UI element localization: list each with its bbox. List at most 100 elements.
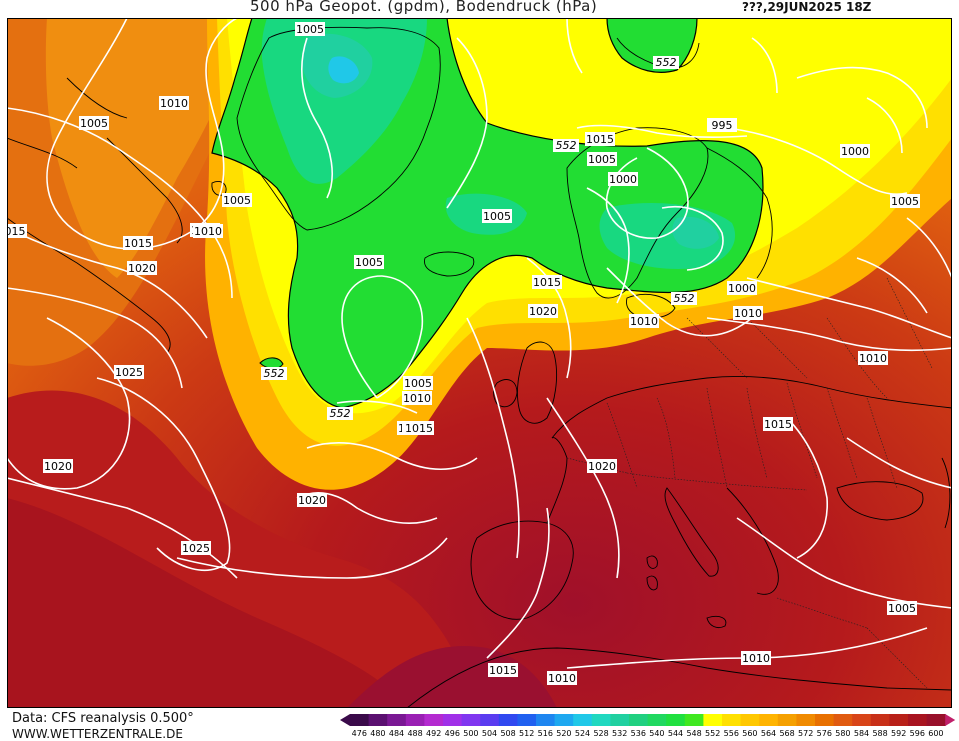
color-scale-tick-label: 556: [724, 729, 739, 738]
color-scale-swatch: [405, 714, 425, 726]
color-scale-left-arrow: [340, 714, 350, 726]
country-borders: [566, 277, 933, 689]
color-scale-tick-label: 512: [519, 729, 534, 738]
isobar-label: 1010: [741, 651, 771, 665]
color-scale-swatch: [703, 714, 723, 726]
isobar-label: 1010: [402, 391, 432, 405]
svg-text:1005: 1005: [223, 194, 251, 207]
svg-text:1015: 1015: [489, 664, 517, 677]
data-source-label: Data: CFS reanalysis 0.500°: [12, 711, 194, 726]
isobar-label: 1000: [840, 144, 870, 158]
isobar-label: 1025: [181, 541, 211, 555]
color-scale-tick-label: 572: [798, 729, 813, 738]
svg-text:1005: 1005: [404, 377, 432, 390]
svg-text:1000: 1000: [609, 173, 637, 186]
color-scale-swatch: [870, 714, 890, 726]
color-scale-swatch: [443, 714, 463, 726]
isobar-label: 1005: [222, 193, 252, 207]
svg-text:1005: 1005: [888, 602, 916, 615]
color-scale-swatch: [536, 714, 556, 726]
color-scale-tick-label: 552: [705, 729, 720, 738]
isobar-labels: 1005 1010 1005 1005 1010 1015 1020 1025 …: [7, 22, 920, 685]
isobar-label: 1005: [354, 255, 384, 269]
color-scale-tick-label: 592: [891, 729, 906, 738]
color-scale-legend: 476 480 484 488 492 496 500 504 508 512 516 520 524 5…: [340, 714, 956, 738]
color-scale-swatch: [424, 714, 444, 726]
isobar-label: 1010: [193, 224, 223, 238]
isobar-label: 1010: [159, 96, 189, 110]
isobar-label: 1010: [733, 306, 763, 320]
svg-text:995: 995: [712, 119, 733, 132]
isobar-label: 1000: [608, 172, 638, 186]
color-scale-swatch: [777, 714, 797, 726]
isobar-label: 1010: [547, 671, 577, 685]
color-scale-tick-label: 488: [407, 729, 422, 738]
isobar-label: 1020: [43, 459, 73, 473]
color-scale-swatch: [908, 714, 928, 726]
svg-text:1010: 1010: [548, 672, 576, 685]
color-scale-tick-label: 588: [872, 729, 887, 738]
color-scale-swatch: [480, 714, 500, 726]
color-scale-right-arrow: [945, 714, 956, 726]
field-592-southwest: [7, 498, 407, 708]
svg-text:1010: 1010: [160, 97, 188, 110]
isobar-label: 1005: [403, 376, 433, 390]
color-scale-tick-label: 508: [500, 729, 515, 738]
color-scale-tick-label: 532: [612, 729, 627, 738]
svg-text:1010: 1010: [859, 352, 887, 365]
color-scale-tick-label: 492: [426, 729, 441, 738]
isobar-label: 1020: [127, 261, 157, 275]
isobar-label: 1005: [587, 152, 617, 166]
svg-text:1020: 1020: [588, 460, 616, 473]
color-scale-tick-label: 600: [928, 729, 943, 738]
website-url: WWW.WETTERZENTRALE.DE: [12, 727, 183, 741]
svg-text:015: 015: [7, 225, 26, 238]
color-scale-swatch: [591, 714, 611, 726]
geopotential-label: 552: [653, 56, 679, 69]
svg-text:1000: 1000: [841, 145, 869, 158]
svg-text:1025: 1025: [115, 366, 143, 379]
trough-540-east: [672, 216, 719, 249]
color-scale-swatch: [461, 714, 481, 726]
isobar-label: 1005: [295, 22, 325, 36]
svg-text:1020: 1020: [44, 460, 72, 473]
color-scale-tick-label: 584: [854, 729, 869, 738]
color-scale-tick-label: 576: [817, 729, 832, 738]
color-scale-tick-label: 524: [575, 729, 590, 738]
isobar-label: 1020: [587, 459, 617, 473]
color-scale-tick-label: 520: [556, 729, 571, 738]
color-scale-tick-label: 528: [593, 729, 608, 738]
color-scale-swatch: [926, 714, 946, 726]
isobar-label: 1000: [727, 281, 757, 295]
color-scale-swatch: [350, 714, 370, 726]
color-scale-swatch: [517, 714, 537, 726]
color-scale-tick-label: 560: [742, 729, 757, 738]
isobar-label: 1015: [404, 421, 434, 435]
color-scale-tick-label: 568: [779, 729, 794, 738]
color-scale-tick-label: 496: [445, 729, 460, 738]
svg-text:1025: 1025: [182, 542, 210, 555]
isobar-label: 1005: [79, 116, 109, 130]
isobar-label: 1015: [532, 275, 562, 289]
svg-text:1005: 1005: [296, 23, 324, 36]
color-scale-tick-label: 516: [538, 729, 553, 738]
isobar-label: 995: [707, 118, 737, 132]
svg-text:1010: 1010: [734, 307, 762, 320]
field-568-band: [45, 18, 248, 278]
svg-text:1015: 1015: [533, 276, 561, 289]
svg-text:1005: 1005: [80, 117, 108, 130]
color-scale-tick-label: 596: [910, 729, 925, 738]
color-scale-swatch: [852, 714, 872, 726]
svg-text:1015: 1015: [124, 237, 152, 250]
geopotential-label: 552: [553, 139, 579, 152]
isobar-label: 1010: [858, 351, 888, 365]
color-scale-tick-label: 564: [761, 729, 776, 738]
svg-text:1010: 1010: [630, 315, 658, 328]
color-scale-swatch: [647, 714, 667, 726]
color-scale-tick-label: 536: [631, 729, 646, 738]
svg-text:1010: 1010: [742, 652, 770, 665]
color-scale-swatch: [722, 714, 742, 726]
svg-text:1015: 1015: [586, 133, 614, 146]
isobar-label: 1020: [297, 493, 327, 507]
geopotential-label: 552: [261, 367, 287, 380]
